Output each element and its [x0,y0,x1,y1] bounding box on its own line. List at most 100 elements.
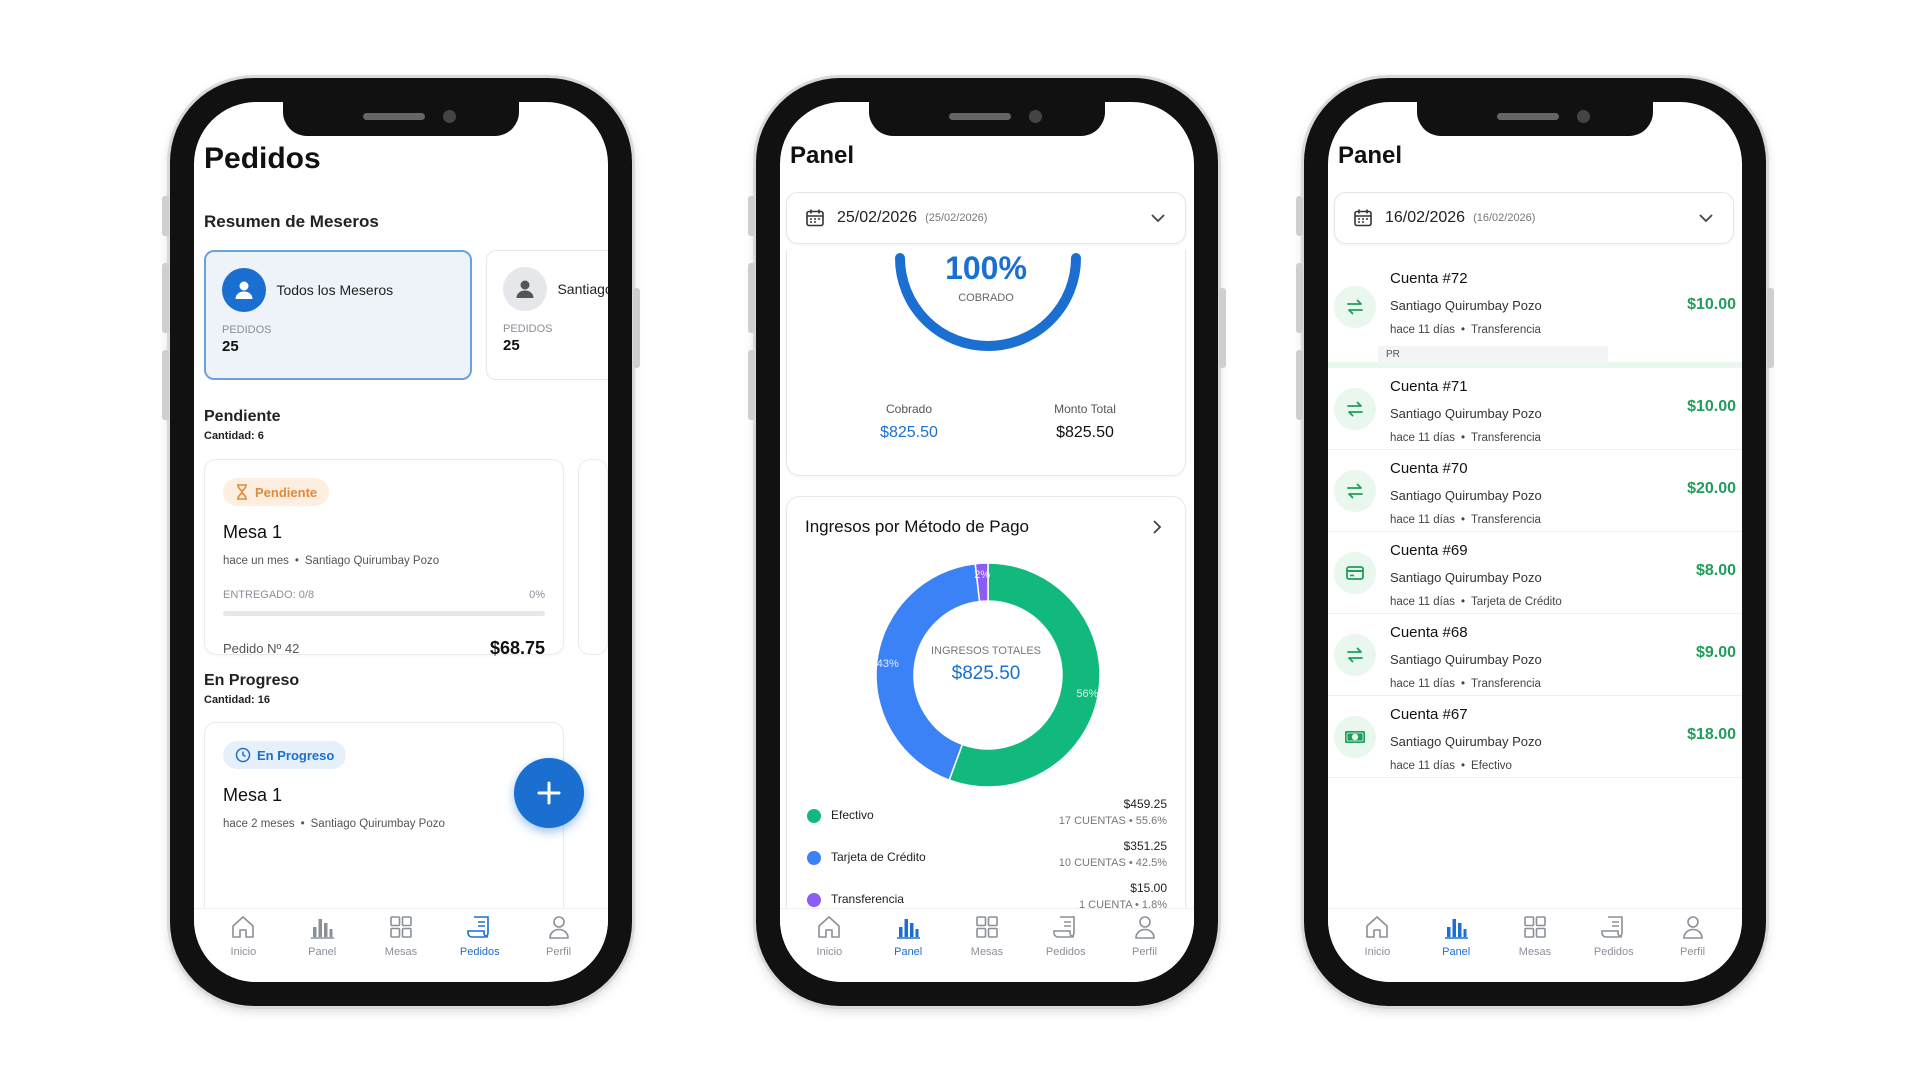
collected-ring [895,253,1081,351]
grid-icon [387,913,415,946]
legend-dot [807,809,821,823]
nav-item-mesas[interactable]: Mesas [371,913,431,982]
bar-chart-icon [1442,913,1470,946]
table-name: Mesa 1 [223,785,283,805]
legend-name: Efectivo [831,808,874,822]
total-value: $825.50 [1056,424,1114,441]
account-waiter: Santiago Quirumbay Pozo [1390,734,1542,749]
bottom-nav: Inicio Panel Mesas Pedidos Perfil [780,908,1194,982]
orders-count: 25 [222,338,239,355]
account-meta: hace 11 días • Transferencia [1390,514,1541,526]
plus-icon [537,781,561,805]
nav-item-pedidos[interactable]: Pedidos [450,913,510,982]
credit-card-icon [1334,552,1376,594]
donut-center-value: $825.50 [951,663,1021,684]
calendar-icon [806,209,824,227]
nav-item-panel[interactable]: Panel [1426,913,1486,982]
transfer-icon [1334,286,1376,328]
progress-title: En Progreso [204,672,300,689]
orders-label: PEDIDOS [222,324,272,336]
order-amount: $68.75 [489,638,545,658]
delivered-progress-bar [223,611,545,616]
chevron-right-icon[interactable] [1149,519,1165,535]
nav-item-mesas[interactable]: Mesas [957,913,1017,982]
nav-item-mesas[interactable]: Mesas [1505,913,1565,982]
account-title: Cuenta #71 [1390,378,1468,395]
nav-item-perfil[interactable]: Perfil [1115,913,1175,982]
account-waiter: Santiago Quirumbay Pozo [1390,298,1542,313]
legend-amount: $351.25 [1123,839,1167,853]
order-card-pending[interactable]: Pendiente Mesa 1 hace un mes • Santiago Qu… [204,459,564,658]
payment-legend: Efectivo $459.25 17 CUENTAS • 55.6% Tarjeta… [787,797,1185,967]
legend-dot [807,851,821,865]
page-title: Panel [1338,142,1403,169]
user-icon [1679,913,1707,946]
nav-item-panel[interactable]: Panel [292,913,352,982]
receipt-icon [1600,913,1628,946]
phone-panel-chart: Panel 25/02/2026 (25/02/2026) 100% COBRA… [748,78,1226,1006]
nav-item-pedidos[interactable]: Pedidos [1036,913,1096,982]
collected-percent: 100% [945,250,1027,286]
nav-item-inicio[interactable]: Inicio [799,913,859,982]
account-row[interactable]: Cuenta #71 Santiago Quirumbay Pozo hace 11… [1328,368,1742,450]
collected-word: COBRADO [958,292,1014,304]
payment-methods-card: Ingresos por Método de Pago 56% 43% 2% ING… [786,496,1186,976]
account-meta: hace 11 días • Transferencia [1390,324,1541,336]
collected-label: Cobrado [885,402,933,416]
account-row[interactable]: Cuenta #70 Santiago Quirumbay Pozo hace 11… [1328,450,1742,532]
collected-value: $825.50 [880,424,938,441]
nav-label: Perfil [546,946,572,958]
collected-card: 100% COBRADO Cobrado $825.50 Monto Total… [786,250,1186,476]
account-title: Cuenta #72 [1390,270,1468,287]
grid-icon [1521,913,1549,946]
nav-label: Panel [1442,946,1471,958]
bottom-nav: Inicio Panel Mesas Pedidos Perfil [194,908,608,982]
date-selector[interactable]: 25/02/2026 (25/02/2026) [786,192,1186,244]
nav-item-inicio[interactable]: Inicio [1347,913,1407,982]
account-meta: hace 11 días • Tarjeta de Crédito [1390,596,1562,608]
page-title: Panel [790,142,855,169]
waiter-card-all[interactable]: Todos los Meseros PEDIDOS 25 [204,250,472,380]
nav-label: Panel [308,946,337,958]
account-title: Cuenta #69 [1390,542,1468,559]
nav-item-pedidos[interactable]: Pedidos [1584,913,1644,982]
nav-item-perfil[interactable]: Perfil [1663,913,1723,982]
transfer-icon [1334,388,1376,430]
user-icon [235,281,253,299]
order-meta: hace 2 meses • Santiago Quirumbay Pozo [223,818,445,830]
donut-slice-tarjeta-de-cr-dito [875,562,981,782]
date-selector[interactable]: 16/02/2026 (16/02/2026) [1334,192,1734,244]
receipt-icon [1052,913,1080,946]
selected-date: 16/02/2026 [1385,209,1466,226]
add-order-button[interactable] [514,758,584,828]
page-title: Pedidos [204,142,321,175]
waiter-card-santiago[interactable]: Santiago PEDIDOS 25 [486,250,608,380]
nav-item-panel[interactable]: Panel [878,913,938,982]
waiter-name: Todos los Meseros [276,282,394,298]
table-name: Mesa 1 [223,522,283,542]
home-icon [229,913,257,946]
donut-percent-label: 2% [974,569,990,581]
bottom-nav: Inicio Panel Mesas Pedidos Perfil [1328,908,1742,982]
nav-item-perfil[interactable]: Perfil [529,913,589,982]
chevron-down-icon [1151,214,1165,223]
nav-item-inicio[interactable]: Inicio [213,913,273,982]
bar-chart-icon [894,913,922,946]
account-meta: hace 11 días • Transferencia [1390,432,1541,444]
legend-name: Tarjeta de Crédito [831,850,926,864]
avatar [222,268,266,312]
order-card-progress[interactable]: En Progreso Mesa 1 hace 2 meses • Santiago… [204,722,564,922]
account-title: Cuenta #68 [1390,624,1468,641]
account-row[interactable]: Cuenta #69 Santiago Quirumbay Pozo hace 11… [1328,532,1742,614]
account-amount: $8.00 [1695,562,1736,579]
account-row[interactable]: Cuenta #72 Santiago Quirumbay Pozo hace 11… [1328,260,1742,368]
account-waiter: Santiago Quirumbay Pozo [1390,570,1542,585]
nav-label: Pedidos [1593,946,1634,958]
account-meta: hace 11 días • Efectivo [1390,760,1512,772]
account-amount: $20.00 [1687,480,1736,497]
payment-methods-title[interactable]: Ingresos por Método de Pago [805,517,1029,536]
waiter-name: Santiago [557,281,608,297]
payment-donut-chart: 56% 43% 2% [875,562,1101,788]
account-row[interactable]: Cuenta #68 Santiago Quirumbay Pozo hace 11… [1328,614,1742,696]
account-row[interactable]: Cuenta #67 Santiago Quirumbay Pozo hace 11… [1328,696,1742,778]
